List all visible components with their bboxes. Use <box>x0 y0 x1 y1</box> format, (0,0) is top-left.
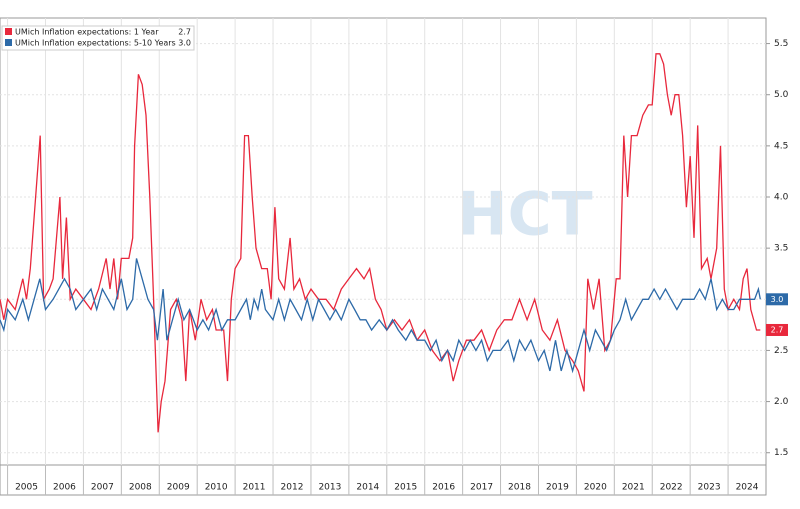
x-tick-label: 2009 <box>167 483 190 493</box>
last-value-box <box>766 323 788 336</box>
x-tick-label: 2011 <box>243 483 266 493</box>
y-tick-label: 2.0 <box>774 397 789 407</box>
y-tick-label: 2.5 <box>774 346 788 356</box>
legend-label: UMich Inflation expectations: 5-10 Years <box>15 39 176 48</box>
x-tick-label: 2024 <box>736 483 759 493</box>
series-line <box>0 258 761 374</box>
y-tick-label: 1.5 <box>774 448 788 458</box>
y-tick-label: 4.5 <box>774 141 788 151</box>
x-tick-label: 2023 <box>698 483 721 493</box>
x-tick-label: 2022 <box>660 483 683 493</box>
last-value-label: 2.7 <box>771 325 784 334</box>
x-tick-label: 2008 <box>129 483 152 493</box>
x-tick-label: 2017 <box>470 483 493 493</box>
x-tick-label: 2007 <box>91 483 114 493</box>
last-value-label: 3.0 <box>771 295 784 304</box>
x-tick-label: 2021 <box>622 483 645 493</box>
legend-box <box>1 25 195 51</box>
legend-swatch <box>5 28 12 35</box>
y-tick-label: 3.5 <box>774 244 788 254</box>
last-value-box <box>766 293 788 306</box>
y-tick-label: 4.0 <box>774 193 789 203</box>
lines <box>0 53 761 433</box>
x-tick-label: 2013 <box>318 483 341 493</box>
y-tick-label: 5.5 <box>774 39 788 49</box>
x-tick-label: 2014 <box>356 483 379 493</box>
watermark: HCT <box>457 180 592 250</box>
legend-value: 2.7 <box>178 28 191 37</box>
legend-label: UMich Inflation expectations: 1 Year <box>15 28 159 37</box>
x-tick-label: 2016 <box>432 483 455 493</box>
x-tick-label: 2010 <box>205 483 228 493</box>
x-tick-label: 2006 <box>53 483 76 493</box>
legend: UMich Inflation expectations: 1 Year 2.7U… <box>1 25 195 51</box>
y-tick-label: 5.0 <box>774 90 789 100</box>
x-tick-label: 2015 <box>394 483 417 493</box>
x-tick-label: 2018 <box>508 483 531 493</box>
x-tick-label: 2019 <box>546 483 569 493</box>
legend-swatch <box>5 39 12 46</box>
grid <box>0 18 766 465</box>
x-tick-label: 2005 <box>15 483 38 493</box>
legend-value: 3.0 <box>178 39 191 48</box>
series-line <box>0 53 761 433</box>
x-tick-label: 2020 <box>584 483 607 493</box>
x-tick-label: 2012 <box>281 483 304 493</box>
plot-frame <box>0 17 767 496</box>
